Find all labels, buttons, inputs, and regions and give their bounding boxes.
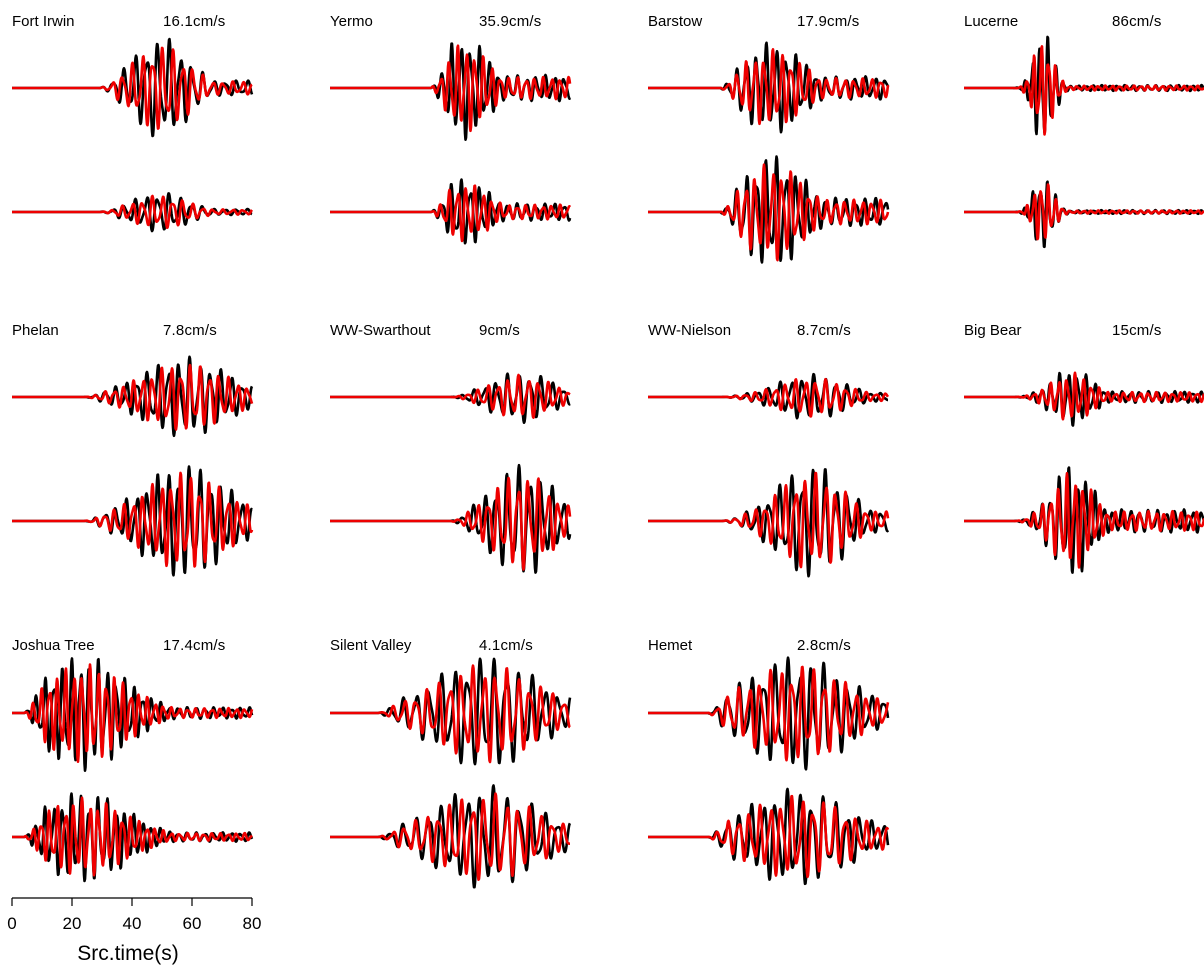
station-peak-ww-nielson: 8.7cm/s bbox=[797, 322, 851, 339]
station-peak-silent-valley: 4.1cm/s bbox=[479, 637, 533, 654]
station-name-ww-nielson: WW-Nielson bbox=[648, 322, 732, 339]
trace-red-joshua-tree-lower bbox=[11, 796, 253, 877]
trace-black-yermo-upper bbox=[329, 42, 572, 141]
station-name-big-bear: Big Bear bbox=[964, 322, 1022, 339]
trace-red-big-bear-lower bbox=[963, 472, 1204, 569]
station-peak-phelan: 7.8cm/s bbox=[163, 322, 217, 339]
trace-red-phelan-lower bbox=[11, 471, 254, 568]
station-name-hemet: Hemet bbox=[648, 637, 693, 654]
trace-red-fort-irwin-upper bbox=[11, 46, 253, 130]
station-name-fort-irwin: Fort Irwin bbox=[12, 13, 75, 30]
trace-red-joshua-tree-upper bbox=[11, 663, 254, 763]
station-name-barstow: Barstow bbox=[648, 13, 703, 30]
trace-red-lucerne-lower bbox=[963, 183, 1204, 241]
trace-red-lucerne-upper bbox=[963, 45, 1204, 136]
station-peak-hemet: 2.8cm/s bbox=[797, 637, 851, 654]
trace-red-silent-valley-lower bbox=[329, 792, 571, 881]
station-name-yermo: Yermo bbox=[330, 13, 373, 30]
trace-red-barstow-upper bbox=[647, 48, 890, 126]
trace-red-hemet-upper bbox=[647, 665, 890, 762]
station-peak-big-bear: 15cm/s bbox=[1112, 322, 1162, 339]
trace-black-ww-swarthout-lower bbox=[329, 463, 572, 574]
station-peak-barstow: 17.9cm/s bbox=[797, 13, 860, 30]
x-axis-title: Src.time(s) bbox=[77, 942, 179, 965]
station-peak-ww-swarthout: 9cm/s bbox=[479, 322, 521, 339]
x-tick-label-40: 40 bbox=[122, 914, 142, 933]
station-peak-fort-irwin: 16.1cm/s bbox=[163, 13, 226, 30]
trace-red-ww-swarthout-lower bbox=[329, 476, 572, 571]
trace-red-fort-irwin-lower bbox=[11, 194, 253, 229]
station-name-joshua-tree: Joshua Tree bbox=[12, 637, 95, 654]
trace-red-big-bear-upper bbox=[963, 371, 1204, 421]
station-name-ww-swarthout: WW-Swarthout bbox=[330, 322, 431, 339]
x-tick-label-80: 80 bbox=[242, 914, 262, 933]
trace-red-yermo-lower bbox=[329, 184, 572, 243]
station-name-lucerne: Lucerne bbox=[964, 13, 1019, 30]
station-name-phelan: Phelan bbox=[12, 322, 59, 339]
trace-red-phelan-upper bbox=[11, 363, 254, 431]
station-name-silent-valley: Silent Valley bbox=[330, 637, 412, 654]
x-tick-label-20: 20 bbox=[62, 914, 82, 933]
trace-black-lucerne-lower bbox=[963, 180, 1204, 249]
trace-red-ww-nielson-upper bbox=[647, 377, 890, 418]
x-tick-label-60: 60 bbox=[182, 914, 202, 933]
station-peak-joshua-tree: 17.4cm/s bbox=[163, 637, 226, 654]
trace-red-barstow-lower bbox=[647, 163, 890, 262]
trace-red-ww-swarthout-upper bbox=[329, 373, 571, 419]
x-tick-label-0: 0 bbox=[7, 914, 17, 933]
trace-red-ww-nielson-lower bbox=[647, 471, 890, 569]
trace-red-hemet-lower bbox=[647, 794, 890, 879]
station-peak-lucerne: 86cm/s bbox=[1112, 13, 1162, 30]
station-peak-yermo: 35.9cm/s bbox=[479, 13, 542, 30]
trace-red-silent-valley-upper bbox=[329, 664, 571, 764]
trace-red-yermo-upper bbox=[329, 44, 572, 133]
